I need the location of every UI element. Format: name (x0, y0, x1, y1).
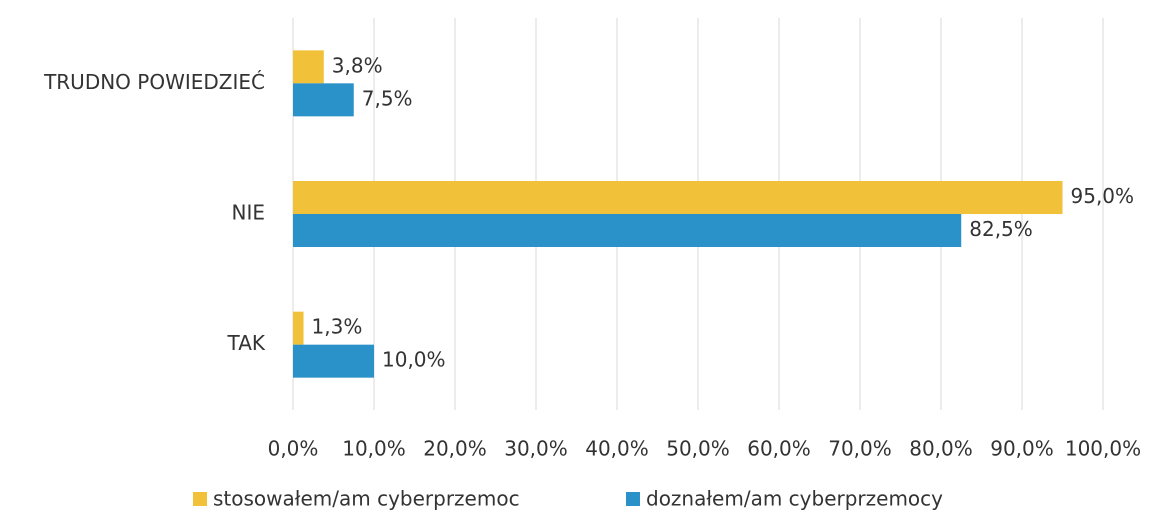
bar (293, 83, 354, 117)
bar (293, 311, 304, 345)
data-label: 95,0% (1071, 184, 1135, 208)
x-tick-label: 60,0% (747, 437, 811, 461)
x-tick-label: 0,0% (268, 437, 319, 461)
data-label: 10,0% (382, 348, 446, 372)
data-label: 7,5% (362, 86, 413, 110)
data-label: 3,8% (332, 53, 383, 77)
legend-swatch (193, 492, 207, 506)
bar (293, 181, 1063, 214)
x-tick-label: 90,0% (990, 437, 1054, 461)
x-tick-label: 20,0% (423, 437, 487, 461)
x-tick-label: 10,0% (342, 437, 406, 461)
y-tick-label: NIE (232, 201, 266, 225)
x-tick-label: 100,0% (1065, 437, 1141, 461)
bar (293, 344, 374, 378)
x-tick-label: 30,0% (504, 437, 568, 461)
x-tick-label: 40,0% (585, 437, 649, 461)
bar (293, 50, 324, 84)
bar (293, 214, 962, 247)
legend-label: doznałem/am cyberprzemocy (646, 487, 943, 511)
data-label: 82,5% (969, 217, 1033, 241)
y-tick-label: TRUDNO POWIEDZIEĆ (43, 70, 265, 94)
y-tick-label: TAK (227, 331, 266, 355)
data-label: 1,3% (312, 315, 363, 339)
x-tick-label: 70,0% (828, 437, 892, 461)
legend-swatch (626, 492, 640, 506)
x-tick-label: 80,0% (909, 437, 973, 461)
x-tick-label: 50,0% (666, 437, 730, 461)
legend-label: stosowałem/am cyberprzemoc (213, 487, 520, 511)
